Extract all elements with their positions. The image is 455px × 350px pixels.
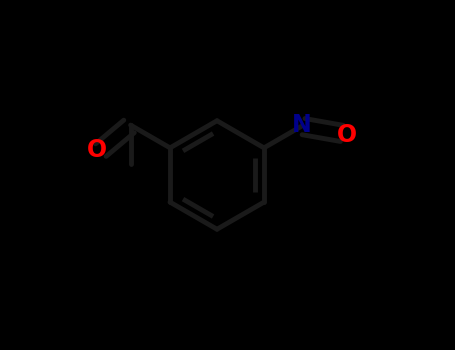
Text: N: N	[292, 112, 311, 136]
Text: O: O	[86, 138, 106, 162]
Text: O: O	[337, 123, 357, 147]
